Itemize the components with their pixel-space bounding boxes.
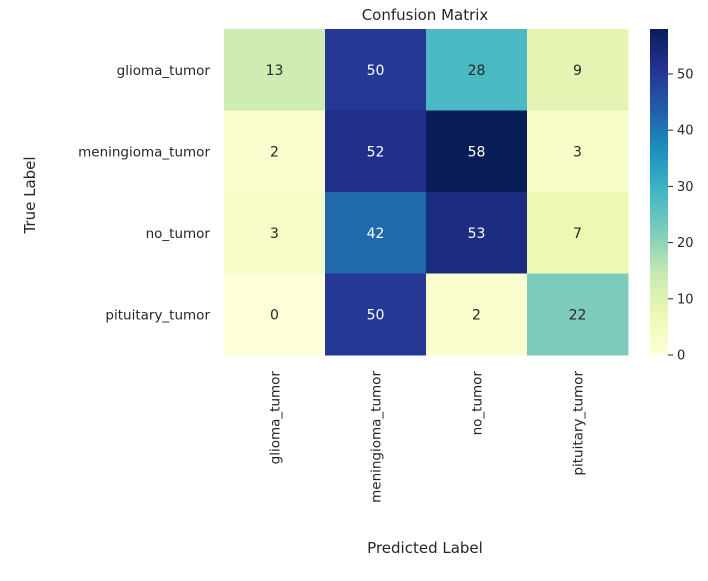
x-tick-labels: glioma_tumor meningioma_tumor no_tumor pitu… [268,371,587,503]
y-tick-label: meningioma_tumor [78,144,210,160]
colorbar-ticks: 0 10 20 30 40 50 [668,67,694,364]
heatmap-cell [224,29,326,111]
colorbar-tick-label: 0 [677,349,685,364]
x-tick-label: no_tumor [470,371,486,436]
x-axis-label: Predicted Label [367,539,483,557]
colorbar-tick-label: 30 [677,180,694,195]
y-tick-label: no_tumor [146,226,211,242]
colorbar-tick-label: 40 [677,124,694,139]
cell-value-label: 2 [472,307,481,323]
x-tick-label: glioma_tumor [268,371,284,465]
cell-value-label: 7 [573,226,582,242]
y-tick-label: glioma_tumor [117,63,211,79]
heatmap-cell [527,192,629,274]
cell-value-label: 58 [468,144,486,160]
cell-value-label: 3 [270,226,279,242]
colorbar-tick-label: 20 [677,236,694,251]
x-tick-label: meningioma_tumor [369,371,385,503]
cell-value-label: 22 [569,307,587,323]
colorbar [650,29,668,355]
heatmap-cell [426,110,528,193]
heatmap-cell [527,273,629,356]
heatmap-cell [426,273,528,356]
cell-value-label: 52 [367,144,385,160]
cell-value-label: 53 [468,226,486,242]
heatmap-cells: 13 50 28 92 52 58 33 42 53 70 50 2 22 [224,29,629,356]
cell-value-label: 3 [573,144,582,160]
cell-value-label: 13 [266,63,284,79]
cell-value-label: 2 [270,144,279,160]
heatmap-cell [224,110,326,193]
cell-value-label: 0 [270,307,279,323]
cell-value-label: 28 [468,63,486,79]
y-tick-labels: glioma_tumor meningioma_tumor no_tumorpitu… [78,63,210,324]
y-axis-label: True Label [21,156,39,234]
heatmap-cell [224,273,326,356]
x-tick-label: pituitary_tumor [571,371,587,476]
colorbar-tick-label: 10 [677,292,694,307]
y-tick-label: pituitary_tumor [105,307,210,323]
cell-value-label: 50 [367,307,385,323]
heatmap-cell [224,192,326,274]
heatmap-cell [325,29,427,111]
heatmap-cell [426,192,528,274]
cell-value-label: 50 [367,63,385,79]
heatmap-cell [527,110,629,193]
chart-title: Confusion Matrix [362,6,489,24]
heatmap-cell [325,110,427,193]
heatmap-cell [426,29,528,111]
heatmap-cell [325,273,427,356]
heatmap-cell [325,192,427,274]
cell-value-label: 9 [573,63,582,79]
heatmap-cell [527,29,629,111]
cell-value-label: 42 [367,226,385,242]
colorbar-tick-label: 50 [677,67,694,82]
